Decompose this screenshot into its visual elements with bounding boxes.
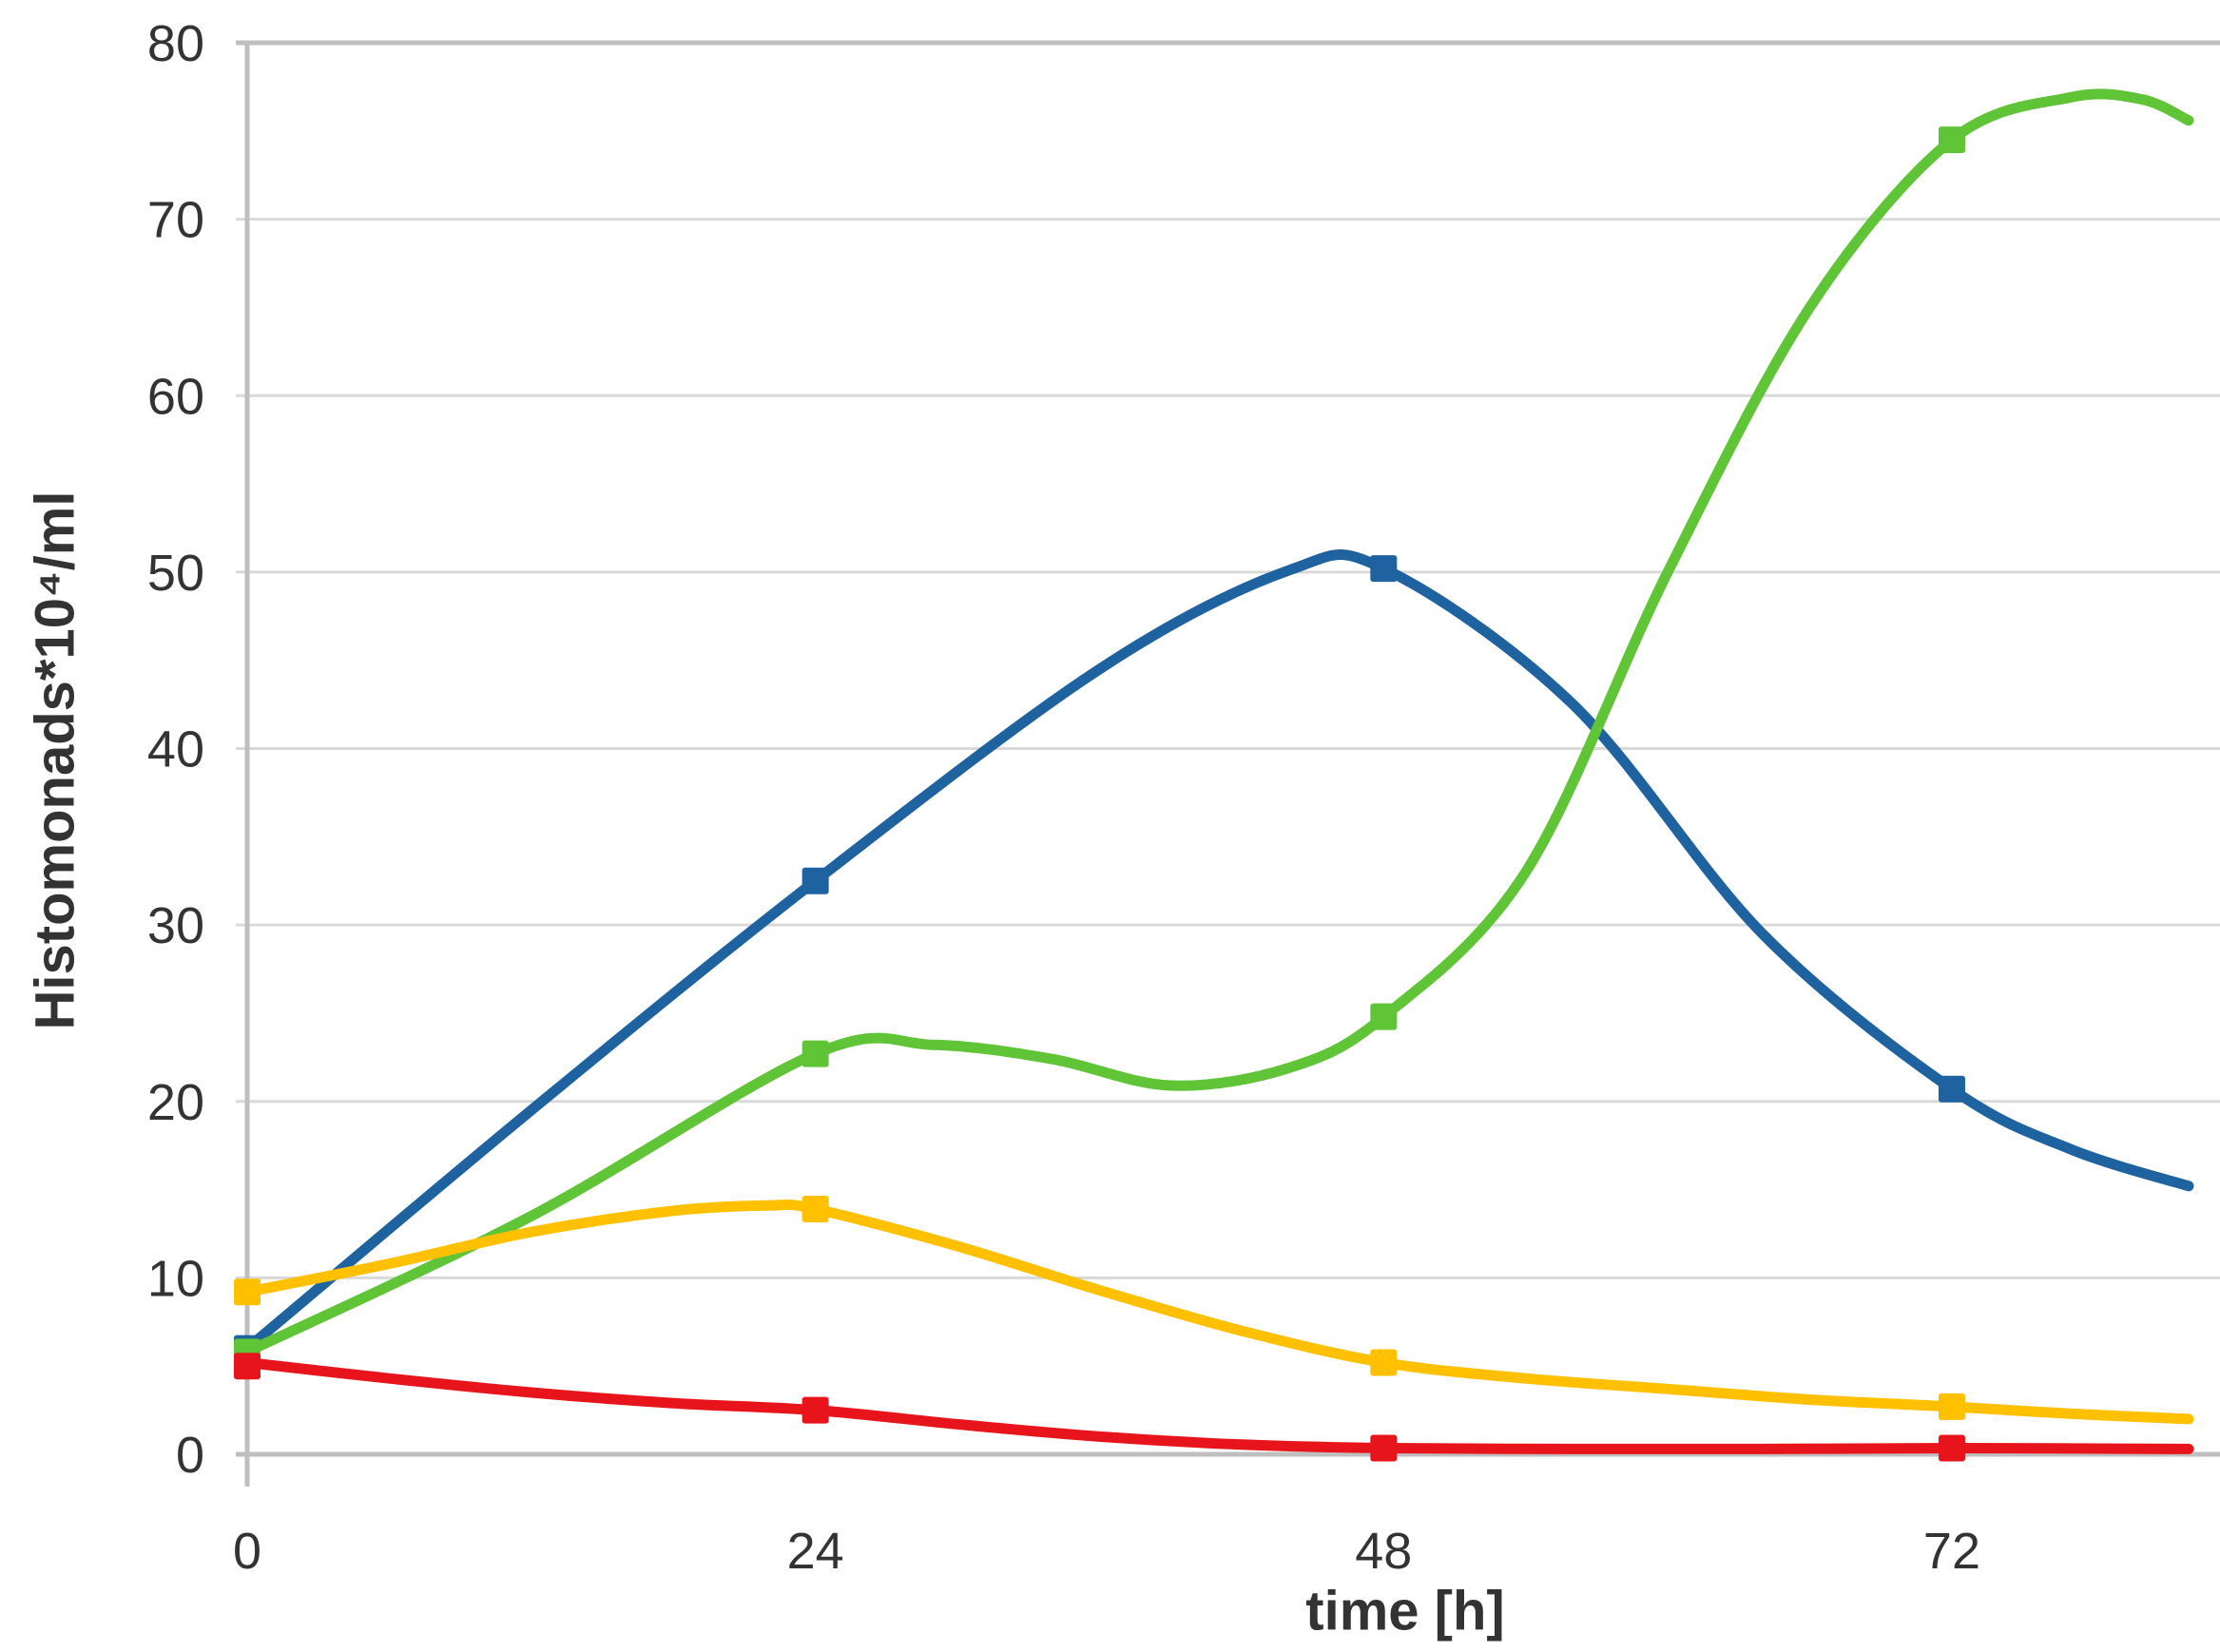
marker-green-series-t72 bbox=[1938, 126, 1965, 154]
series-line-green-series bbox=[241, 88, 2194, 1357]
marker-green-series-t48 bbox=[1370, 1003, 1398, 1030]
y-tick-label-10: 10 bbox=[147, 1250, 204, 1307]
marker-blue-series-t24 bbox=[801, 867, 829, 894]
y-tick-label-50: 50 bbox=[147, 545, 204, 602]
y-tick-label-20: 20 bbox=[147, 1074, 204, 1131]
x-tick-label-24: 24 bbox=[787, 1523, 844, 1580]
y-tick-label-40: 40 bbox=[147, 721, 204, 778]
marker-yellow-series-t72 bbox=[1938, 1393, 1965, 1420]
marker-yellow-series-t0 bbox=[234, 1278, 261, 1306]
marker-yellow-series-t24 bbox=[801, 1195, 829, 1222]
y-tick-label-0: 0 bbox=[176, 1427, 204, 1484]
series-line-red-series bbox=[241, 1357, 2194, 1455]
y-tick-label-80: 80 bbox=[147, 15, 204, 72]
marker-yellow-series-t48 bbox=[1370, 1349, 1398, 1376]
series-line-yellow-series bbox=[241, 1199, 2194, 1425]
y-tick-label-70: 70 bbox=[147, 192, 204, 249]
x-tick-label-72: 72 bbox=[1923, 1523, 1980, 1580]
marker-blue-series-t48 bbox=[1370, 555, 1398, 583]
marker-red-series-t24 bbox=[801, 1396, 829, 1424]
y-tick-label-30: 30 bbox=[147, 897, 204, 954]
marker-green-series-t24 bbox=[801, 1040, 829, 1067]
y-tick-label-60: 60 bbox=[147, 368, 204, 425]
marker-blue-series-t72 bbox=[1938, 1075, 1965, 1103]
x-tick-label-0: 0 bbox=[233, 1523, 261, 1580]
marker-red-series-t48 bbox=[1370, 1434, 1398, 1462]
y-axis-title: Histomonads*10⁴/ml bbox=[24, 490, 87, 1030]
marker-red-series-t72 bbox=[1938, 1434, 1965, 1462]
x-axis-title: time [h] bbox=[1305, 1580, 1505, 1642]
marker-red-series-t0 bbox=[234, 1353, 261, 1380]
x-tick-label-48: 48 bbox=[1355, 1523, 1412, 1580]
